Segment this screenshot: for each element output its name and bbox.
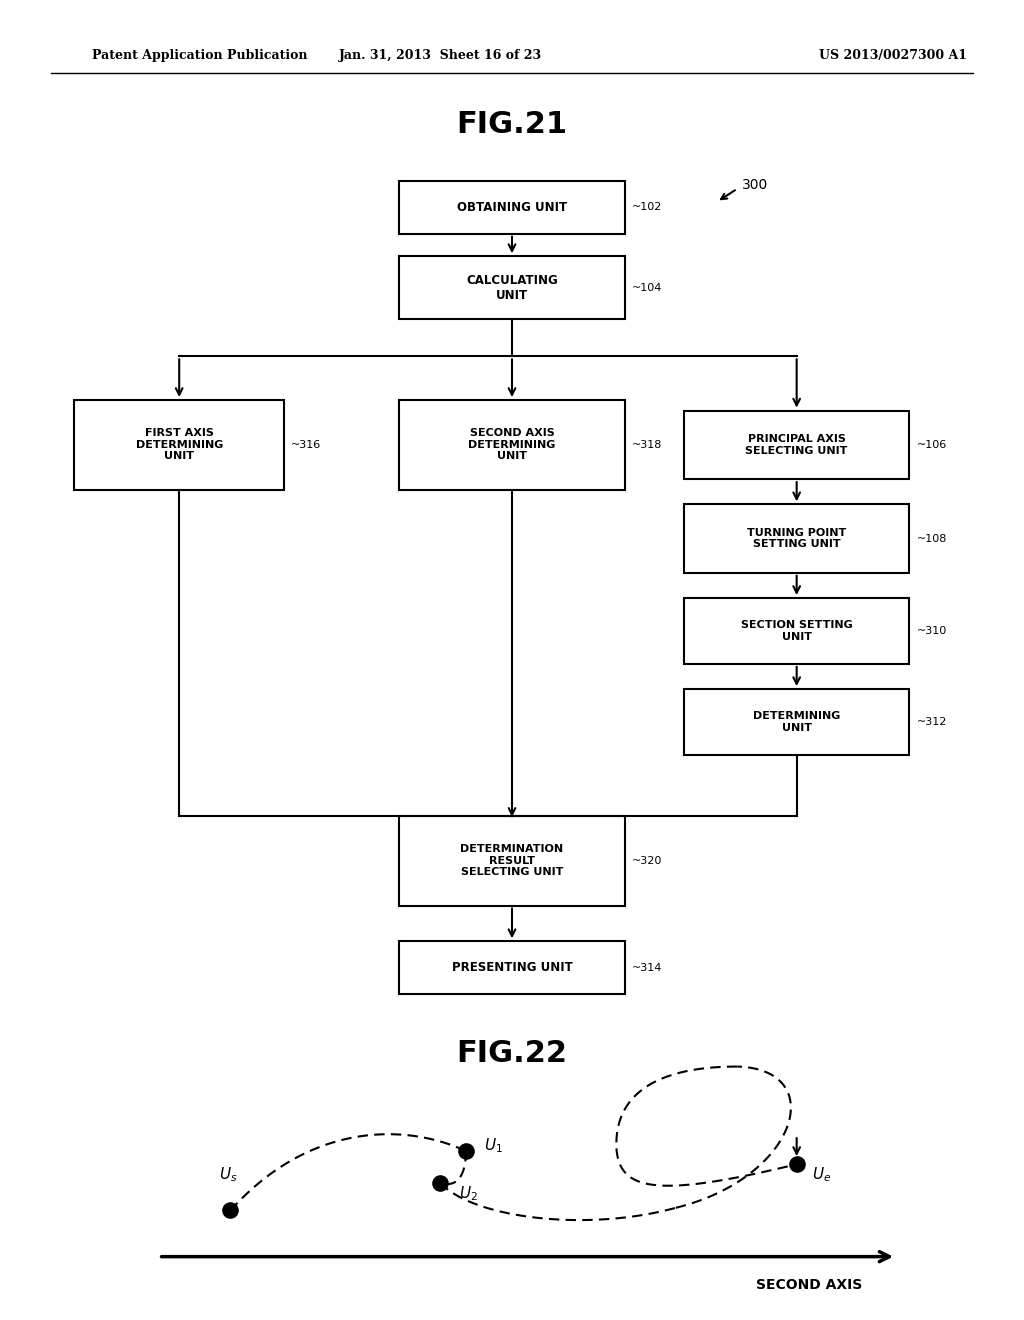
Text: DETERMINING
UNIT: DETERMINING UNIT <box>753 711 841 733</box>
Text: CALCULATING
UNIT: CALCULATING UNIT <box>466 273 558 302</box>
Text: $U_e$: $U_e$ <box>812 1166 831 1184</box>
Text: ~314: ~314 <box>632 962 663 973</box>
Point <box>788 1154 805 1175</box>
Text: ~316: ~316 <box>291 440 322 450</box>
Text: SECOND AXIS
DETERMINING
UNIT: SECOND AXIS DETERMINING UNIT <box>468 428 556 462</box>
FancyBboxPatch shape <box>399 816 625 906</box>
Text: SECTION SETTING
UNIT: SECTION SETTING UNIT <box>740 620 853 642</box>
Text: SECOND AXIS: SECOND AXIS <box>756 1278 862 1292</box>
Text: FIG.22: FIG.22 <box>457 1039 567 1068</box>
Point <box>432 1172 449 1193</box>
FancyBboxPatch shape <box>399 941 625 994</box>
FancyBboxPatch shape <box>684 689 909 755</box>
Text: US 2013/0027300 A1: US 2013/0027300 A1 <box>819 49 968 62</box>
Text: ~104: ~104 <box>632 282 663 293</box>
Text: OBTAINING UNIT: OBTAINING UNIT <box>457 201 567 214</box>
Text: ~108: ~108 <box>916 533 947 544</box>
FancyBboxPatch shape <box>399 181 625 234</box>
FancyBboxPatch shape <box>684 598 909 664</box>
Text: FIRST AXIS
DETERMINING
UNIT: FIRST AXIS DETERMINING UNIT <box>135 428 223 462</box>
Text: Patent Application Publication: Patent Application Publication <box>92 49 307 62</box>
Text: ~102: ~102 <box>632 202 663 213</box>
Text: $U_1$: $U_1$ <box>484 1137 503 1155</box>
Text: $U_s$: $U_s$ <box>219 1166 238 1184</box>
Text: $U_2$: $U_2$ <box>459 1184 477 1203</box>
Text: TURNING POINT
SETTING UNIT: TURNING POINT SETTING UNIT <box>748 528 846 549</box>
Text: PRINCIPAL AXIS
SELECTING UNIT: PRINCIPAL AXIS SELECTING UNIT <box>745 434 848 455</box>
Text: Jan. 31, 2013  Sheet 16 of 23: Jan. 31, 2013 Sheet 16 of 23 <box>339 49 542 62</box>
FancyBboxPatch shape <box>399 400 625 490</box>
Text: ~310: ~310 <box>916 626 947 636</box>
Text: ~312: ~312 <box>916 717 947 727</box>
Text: ~106: ~106 <box>916 440 947 450</box>
Text: DETERMINATION
RESULT
SELECTING UNIT: DETERMINATION RESULT SELECTING UNIT <box>461 843 563 878</box>
Text: PRESENTING UNIT: PRESENTING UNIT <box>452 961 572 974</box>
Point <box>222 1200 239 1221</box>
Text: ~318: ~318 <box>632 440 663 450</box>
Point <box>458 1140 474 1162</box>
Text: FIG.21: FIG.21 <box>457 110 567 139</box>
Text: ~320: ~320 <box>632 855 663 866</box>
FancyBboxPatch shape <box>684 504 909 573</box>
FancyBboxPatch shape <box>399 256 625 319</box>
FancyBboxPatch shape <box>74 400 284 490</box>
Text: 300: 300 <box>742 178 769 191</box>
FancyBboxPatch shape <box>684 411 909 479</box>
